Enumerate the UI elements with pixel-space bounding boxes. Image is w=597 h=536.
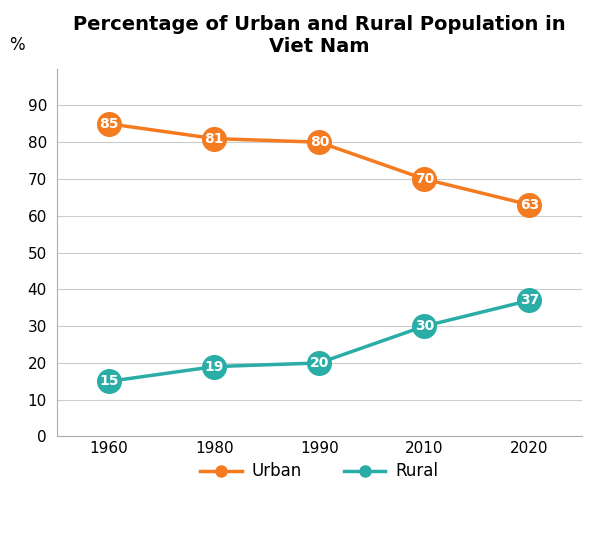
Text: 80: 80 — [310, 135, 329, 149]
Text: 81: 81 — [205, 131, 224, 146]
Text: %: % — [10, 36, 25, 54]
Text: 63: 63 — [520, 198, 539, 212]
Text: 19: 19 — [205, 360, 224, 374]
Title: Percentage of Urban and Rural Population in
Viet Nam: Percentage of Urban and Rural Population… — [73, 15, 565, 56]
Text: 85: 85 — [100, 117, 119, 131]
Text: 15: 15 — [100, 374, 119, 388]
Text: 20: 20 — [310, 356, 329, 370]
Text: 30: 30 — [415, 319, 434, 333]
Text: 70: 70 — [415, 172, 434, 186]
Text: 37: 37 — [520, 293, 539, 308]
Legend: Urban, Rural: Urban, Rural — [193, 456, 445, 487]
